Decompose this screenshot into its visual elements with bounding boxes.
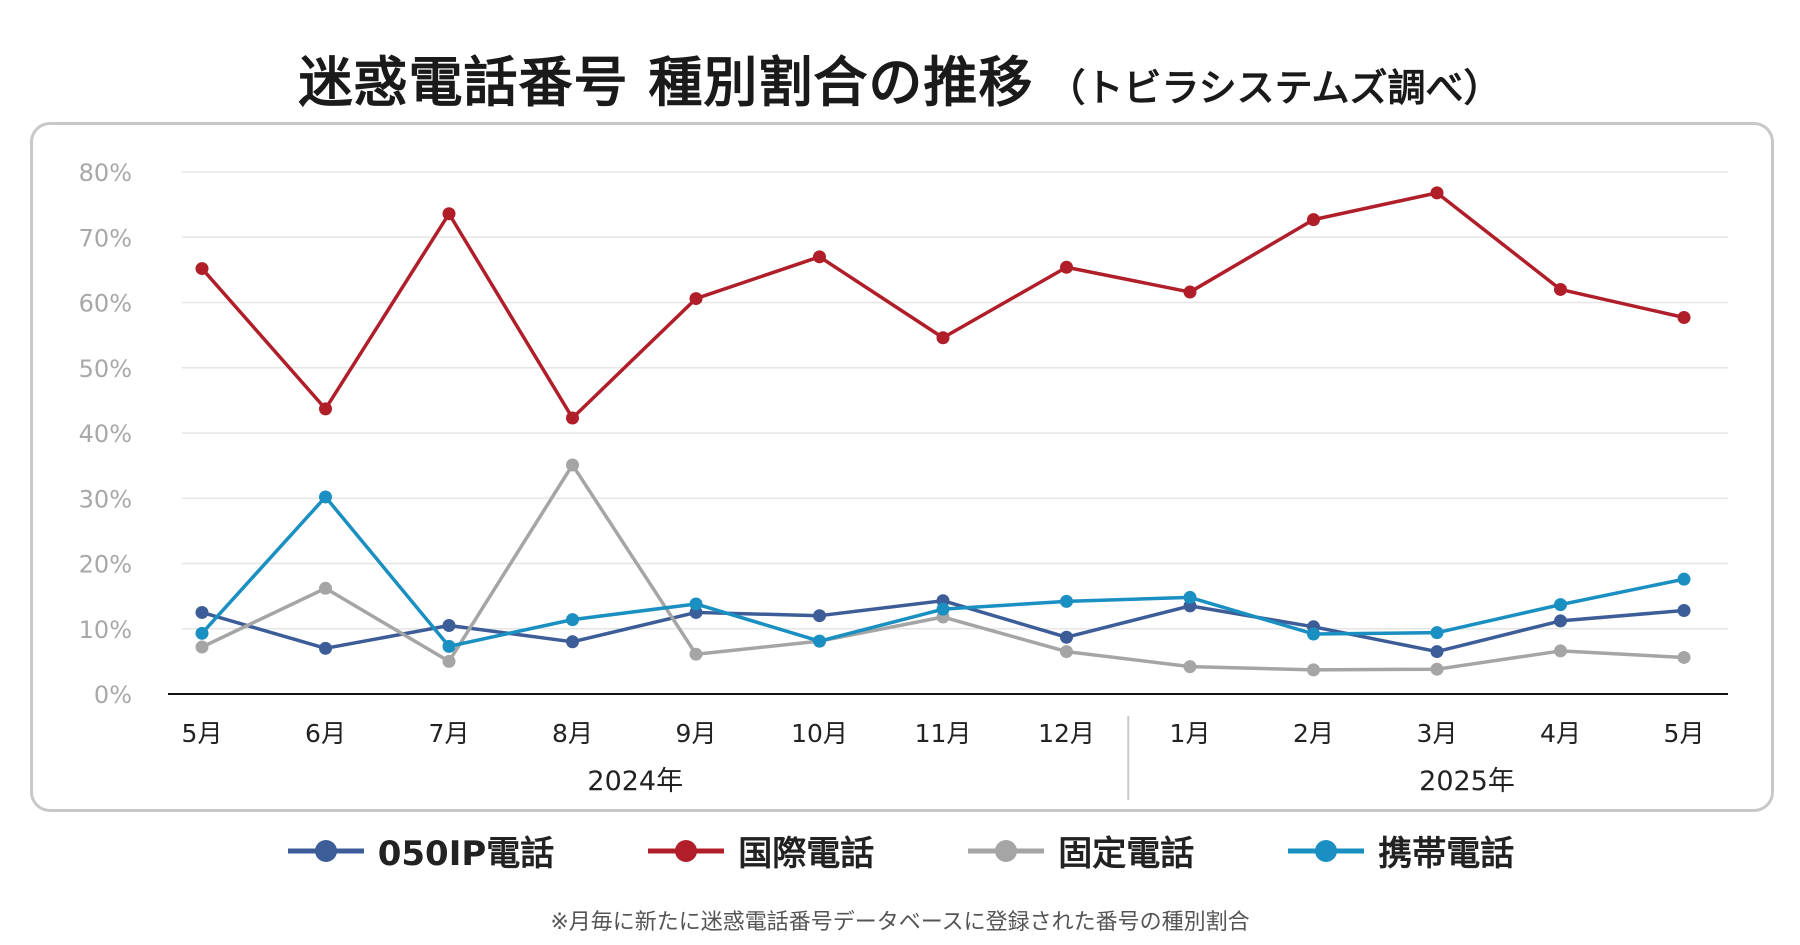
data-point (442, 639, 456, 653)
data-point (195, 640, 209, 654)
x-tick-label: 7月 (429, 719, 470, 748)
data-point (1183, 660, 1197, 674)
data-point (689, 647, 703, 661)
data-point (319, 490, 332, 504)
data-point (1677, 603, 1691, 617)
data-point (566, 411, 579, 425)
title-main: 迷惑電話番号 種別割合の推移 (298, 51, 1034, 114)
data-point (1060, 645, 1073, 659)
data-point (319, 402, 332, 416)
data-point (1554, 282, 1567, 296)
data-point (195, 605, 209, 619)
data-point (1307, 627, 1320, 641)
data-point (195, 626, 209, 640)
series-line (200, 191, 1686, 420)
data-point (442, 654, 456, 668)
y-tick-label: 20% (79, 551, 132, 579)
data-point (936, 602, 950, 616)
x-tick-label: 8月 (552, 719, 593, 748)
legend-label: 国際電話 (738, 834, 875, 874)
year-label: 2024年 (587, 766, 683, 797)
legend-item: 050IP電話 (286, 826, 555, 875)
series-line (200, 463, 1686, 672)
data-point (1430, 626, 1444, 640)
legend-item: 国際電話 (646, 826, 874, 875)
legend-swatch (1288, 839, 1365, 862)
x-tick-label: 5月 (1664, 719, 1705, 748)
x-tick-label: 10月 (791, 719, 848, 748)
data-point (319, 641, 332, 655)
data-point (566, 613, 579, 627)
data-point (813, 609, 826, 623)
series-line (200, 495, 1686, 649)
data-point (1430, 662, 1444, 676)
data-point (1554, 644, 1567, 658)
chart-title: 迷惑電話番号 種別割合の推移 （トビラシステムズ調べ） (0, 38, 1800, 117)
x-tick-label: 3月 (1417, 719, 1458, 748)
chart-frame (30, 122, 1774, 812)
footnote: ※月毎に新たに迷惑電話番号データベースに登録された番号の種別割合 (550, 910, 1250, 935)
y-tick-label: 70% (79, 224, 132, 252)
data-point (936, 331, 950, 345)
data-point (689, 292, 703, 306)
legend-swatch (968, 839, 1045, 862)
chart-legend: 050IP電話 国際電話 固定電話 携帯電話 (0, 826, 1800, 875)
data-point (566, 635, 579, 649)
data-point (442, 618, 456, 632)
x-tick-label: 2月 (1293, 719, 1334, 748)
data-point (1060, 260, 1073, 274)
x-tick-label: 11月 (915, 719, 972, 748)
legend-label: 050IP電話 (377, 834, 555, 874)
legend-swatch (648, 839, 725, 862)
data-point (566, 458, 579, 472)
data-point (1183, 285, 1197, 299)
y-tick-label: 60% (79, 290, 132, 318)
data-point (1554, 614, 1567, 628)
data-point (1677, 311, 1691, 325)
x-tick-label: 1月 (1170, 719, 1211, 748)
x-tick-label: 5月 (182, 719, 223, 748)
data-point (1060, 594, 1073, 608)
data-point (1307, 213, 1320, 227)
data-point (1430, 645, 1444, 659)
data-point (1307, 663, 1320, 677)
data-point (1430, 186, 1444, 200)
data-point (813, 634, 826, 648)
y-tick-label: 10% (79, 616, 132, 644)
x-tick-label: 12月 (1038, 719, 1095, 748)
data-point (1554, 598, 1567, 612)
y-tick-label: 0% (94, 681, 132, 709)
x-tick-label: 6月 (305, 719, 346, 748)
legend-swatch (287, 839, 364, 862)
legend-item: 携帯電話 (1286, 826, 1514, 875)
data-point (319, 581, 332, 595)
legend-label: 携帯電話 (1378, 834, 1515, 874)
data-point (1183, 590, 1197, 604)
x-tick-label: 4月 (1540, 719, 1581, 748)
y-tick-label: 40% (79, 420, 132, 448)
data-point (1060, 630, 1073, 644)
data-point (195, 262, 209, 276)
y-tick-label: 50% (79, 355, 132, 383)
legend-item: 固定電話 (966, 826, 1194, 875)
year-label: 2025年 (1419, 766, 1515, 797)
x-tick-label: 9月 (676, 719, 717, 748)
y-tick-label: 30% (79, 485, 132, 513)
y-tick-label: 80% (79, 159, 132, 187)
data-point (813, 250, 826, 264)
data-point (1677, 650, 1691, 664)
title-subtitle: （トビラシステムズ調べ） (1047, 66, 1502, 110)
data-point (1677, 572, 1691, 586)
legend-label: 固定電話 (1058, 834, 1195, 874)
data-point (689, 597, 703, 611)
data-point (442, 207, 456, 221)
